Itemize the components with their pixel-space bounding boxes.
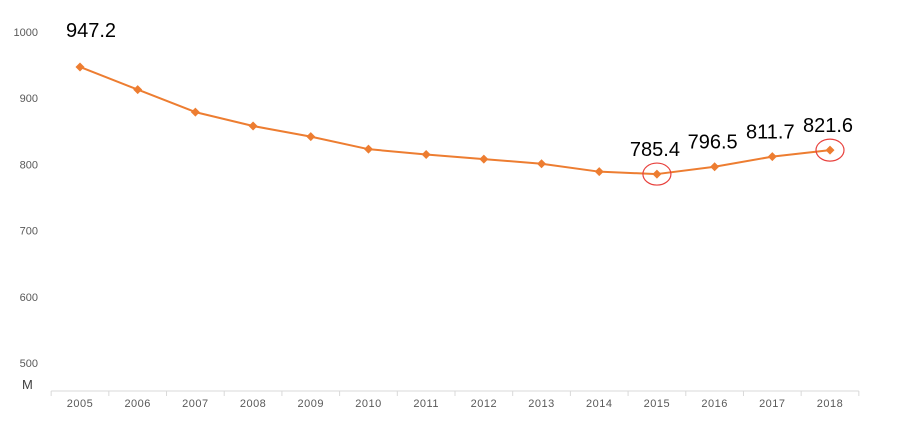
data-point-marker — [421, 149, 431, 159]
x-tick-label: 2011 — [413, 398, 439, 410]
y-tick-label: 600 — [20, 292, 38, 304]
data-label: 796.5 — [688, 132, 738, 154]
series-line — [79, 66, 831, 176]
data-point-marker — [652, 169, 662, 179]
series-markers — [75, 62, 835, 179]
series-polyline — [79, 66, 831, 176]
y-unit-label: M — [22, 377, 33, 392]
y-axis: 500 600 700 800 900 1000 M — [14, 27, 38, 392]
data-point-marker — [825, 145, 835, 155]
data-point-marker — [306, 132, 316, 142]
data-point-marker — [248, 121, 258, 131]
data-point-marker — [363, 144, 373, 154]
data-point-marker — [594, 167, 604, 177]
y-tick-label: 1000 — [14, 27, 38, 39]
data-point-marker — [75, 62, 85, 72]
y-tick-label: 900 — [20, 93, 38, 105]
y-tick-label: 800 — [20, 159, 38, 171]
x-tick-label: 2017 — [759, 398, 785, 410]
x-tick-label: 2012 — [471, 398, 497, 410]
data-point-marker — [479, 154, 489, 164]
data-point-marker — [710, 162, 720, 172]
data-label: 821.6 — [803, 115, 853, 137]
x-tick-label: 2010 — [355, 398, 381, 410]
x-axis: 2005 2006 2007 2008 2009 2010 2011 2012 2013 2014… — [50, 390, 860, 410]
data-label: 811.7 — [746, 122, 795, 144]
data-label: 947.2 — [66, 20, 116, 42]
y-tick-label: 700 — [20, 226, 38, 238]
highlight-circles — [642, 138, 845, 186]
highlight-circle — [815, 138, 845, 162]
x-tick-label: 2018 — [817, 398, 843, 410]
x-tick-label: 2013 — [528, 398, 554, 410]
x-tick-label: 2014 — [586, 398, 612, 410]
data-point-marker — [537, 159, 547, 169]
data-point-marker — [133, 85, 143, 95]
y-tick-label: 500 — [20, 358, 38, 370]
x-tick-label: 2009 — [298, 398, 324, 410]
x-tick-label: 2015 — [644, 398, 670, 410]
data-labels: 947.2 785.4 796.5 811.7 821.6 — [66, 20, 853, 161]
data-point-marker — [190, 107, 200, 117]
x-tick-label: 2006 — [124, 398, 150, 410]
x-tick-label: 2016 — [701, 398, 727, 410]
highlight-circle — [642, 162, 672, 186]
data-label: 785.4 — [630, 139, 680, 161]
x-tick-label: 2005 — [67, 398, 93, 410]
x-tick-label: 2008 — [240, 398, 266, 410]
x-tick-label: 2007 — [182, 398, 208, 410]
data-point-marker — [767, 152, 777, 162]
